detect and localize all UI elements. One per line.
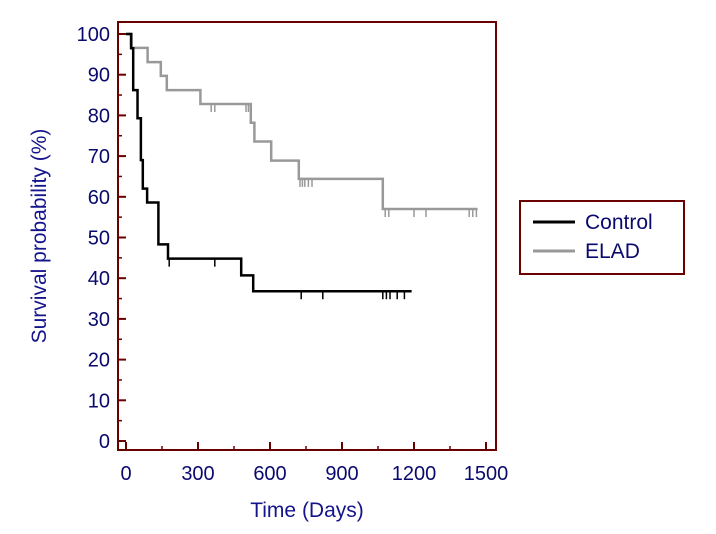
y-tick-label: 50 xyxy=(88,228,110,250)
x-axis-title: Time (Days) xyxy=(250,499,364,522)
y-tick-label: 40 xyxy=(88,268,110,290)
series-line-control xyxy=(126,32,412,293)
legend-box xyxy=(519,200,685,275)
y-tick-label: 60 xyxy=(88,187,110,209)
legend-label-elad: ELAD xyxy=(585,240,640,263)
y-tick-label: 80 xyxy=(88,105,110,127)
y-tick-label: 10 xyxy=(88,390,110,412)
series-layer xyxy=(126,32,478,300)
x-tick-label: 900 xyxy=(325,463,358,485)
plot-frame xyxy=(117,21,497,451)
y-tick-label: 70 xyxy=(88,146,110,168)
x-tick-label: 1200 xyxy=(392,463,437,485)
y-tick-label: 100 xyxy=(77,24,110,46)
x-tick-label: 300 xyxy=(181,463,214,485)
x-tick-label: 1500 xyxy=(464,463,509,485)
y-axis-title: Survival probability (%) xyxy=(28,129,51,344)
x-tick-label: 0 xyxy=(120,463,131,485)
y-tick-label: 30 xyxy=(88,309,110,331)
legend: Control ELAD xyxy=(519,200,685,275)
series-line-elad xyxy=(126,32,478,211)
legend-label-control: Control xyxy=(585,211,653,234)
axis-ticks: 0 10 20 30 40 50 60 70 80 90 100 0 300 600 900 1200 1500 xyxy=(77,24,509,485)
y-tick-label: 0 xyxy=(99,431,110,453)
y-tick-label: 90 xyxy=(88,65,110,87)
x-tick-label: 600 xyxy=(253,463,286,485)
y-tick-label: 20 xyxy=(88,350,110,372)
